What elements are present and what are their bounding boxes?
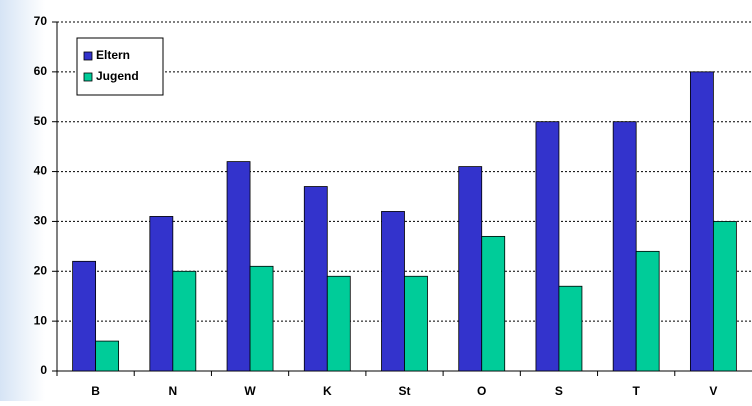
bar xyxy=(95,340,120,372)
bar xyxy=(558,285,583,372)
bar xyxy=(481,235,506,372)
bar xyxy=(226,161,251,372)
x-tick-label: St xyxy=(399,384,411,398)
y-tick-label: 10 xyxy=(34,313,48,327)
x-tick-label: S xyxy=(555,384,563,398)
bar xyxy=(249,265,274,372)
x-tick-label: O xyxy=(477,384,486,398)
bar xyxy=(404,275,428,372)
y-tick-label: 60 xyxy=(34,64,48,78)
legend-box xyxy=(76,37,164,96)
bar xyxy=(458,166,483,372)
x-tick-label: N xyxy=(168,384,177,398)
legend-swatch xyxy=(83,72,93,82)
bar xyxy=(149,216,174,372)
bar xyxy=(381,211,405,372)
legend-label: Eltern xyxy=(96,48,130,62)
bar xyxy=(689,71,714,372)
bar xyxy=(612,121,637,372)
y-tick-label: 20 xyxy=(34,263,48,277)
bar xyxy=(712,221,737,372)
legend-swatch xyxy=(83,51,93,61)
bar xyxy=(635,250,660,372)
x-tick-label: K xyxy=(323,384,332,398)
bar xyxy=(303,186,328,372)
x-tick-label: W xyxy=(244,384,256,398)
x-tick-label: B xyxy=(91,384,100,398)
x-tick-label: T xyxy=(632,384,640,398)
legend-label: Jugend xyxy=(96,69,139,83)
y-tick-label: 0 xyxy=(40,363,47,377)
bar xyxy=(326,275,351,372)
y-tick-label: 70 xyxy=(34,14,48,28)
y-tick-label: 40 xyxy=(34,164,48,178)
x-tick-label: V xyxy=(709,384,717,398)
bar xyxy=(72,260,97,372)
bar xyxy=(172,270,197,372)
y-tick-label: 30 xyxy=(34,214,48,228)
bar xyxy=(535,121,560,372)
y-tick-label: 50 xyxy=(34,114,48,128)
